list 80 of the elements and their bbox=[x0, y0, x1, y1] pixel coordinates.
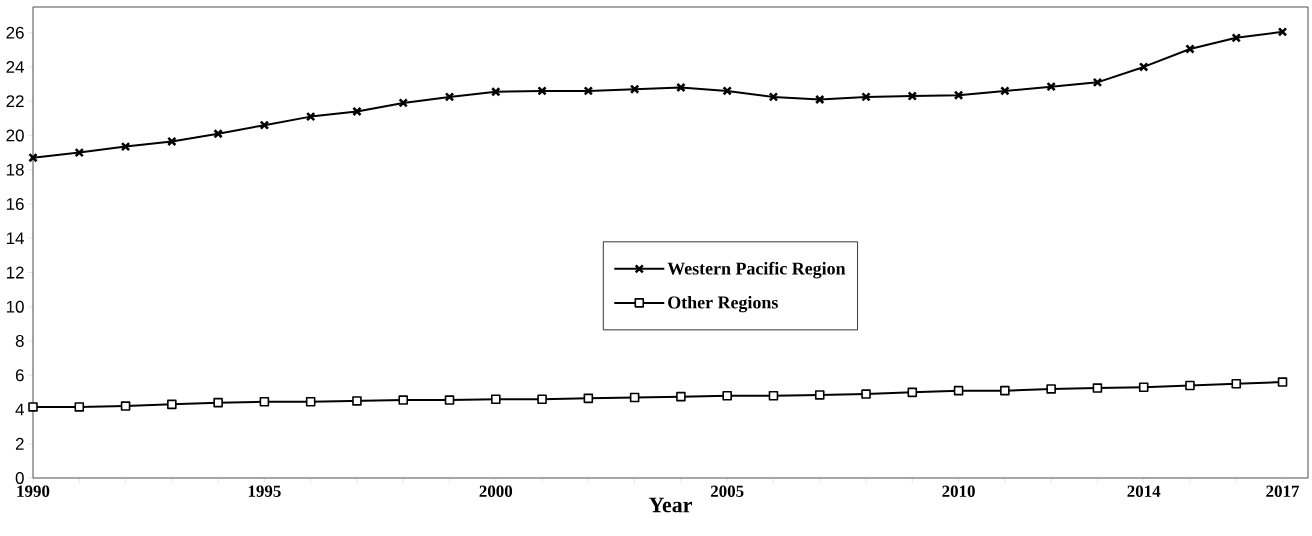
x-tick-label: 1990 bbox=[17, 485, 50, 497]
point bbox=[629, 392, 640, 403]
point bbox=[629, 84, 640, 95]
point bbox=[120, 401, 131, 411]
point bbox=[74, 402, 85, 412]
point bbox=[1185, 380, 1195, 391]
point bbox=[352, 106, 362, 117]
y-tick-label: 4 bbox=[15, 403, 24, 416]
point bbox=[676, 82, 686, 93]
point bbox=[1185, 44, 1195, 54]
point bbox=[305, 397, 316, 407]
y-tick-label: 16 bbox=[6, 197, 24, 210]
point bbox=[167, 399, 177, 410]
point bbox=[491, 394, 501, 404]
point bbox=[537, 394, 547, 404]
point bbox=[490, 86, 501, 97]
point bbox=[1231, 379, 1242, 389]
y-tick-label: 8 bbox=[15, 334, 24, 347]
y-tick-label: 20 bbox=[6, 129, 24, 142]
point bbox=[259, 397, 270, 407]
x-tick-label: 2017 bbox=[1266, 485, 1300, 497]
point bbox=[259, 120, 270, 130]
point bbox=[352, 396, 362, 406]
point bbox=[583, 86, 594, 96]
y-tick-label: 10 bbox=[6, 300, 24, 313]
y-tick-label: 26 bbox=[6, 26, 24, 39]
point bbox=[1000, 385, 1010, 396]
point bbox=[28, 152, 38, 163]
point bbox=[768, 92, 779, 102]
point bbox=[722, 391, 732, 401]
y-tick-label: 6 bbox=[15, 369, 24, 382]
point bbox=[213, 397, 223, 408]
point bbox=[28, 402, 38, 412]
point bbox=[398, 395, 409, 405]
point bbox=[768, 391, 779, 401]
point bbox=[167, 136, 177, 147]
legend-label: Other Regions bbox=[668, 295, 778, 313]
y-tick-label: 0 bbox=[15, 472, 24, 484]
point bbox=[398, 98, 409, 108]
y-tick-label: 2 bbox=[15, 437, 24, 450]
point bbox=[444, 92, 455, 102]
point bbox=[1046, 81, 1056, 92]
point bbox=[1277, 377, 1288, 387]
legend-label: Western Pacific Region bbox=[667, 261, 846, 279]
point bbox=[953, 385, 964, 396]
point bbox=[120, 141, 131, 152]
point bbox=[814, 94, 825, 105]
x-tick-label: 2000 bbox=[479, 485, 513, 497]
point bbox=[676, 391, 686, 402]
point bbox=[537, 86, 547, 96]
point bbox=[444, 395, 455, 405]
point bbox=[1000, 86, 1010, 96]
point bbox=[907, 91, 918, 101]
y-tick-label: 14 bbox=[6, 232, 24, 245]
point bbox=[814, 390, 825, 400]
point bbox=[861, 92, 871, 102]
point bbox=[1092, 77, 1103, 88]
point bbox=[907, 387, 918, 398]
point bbox=[722, 86, 733, 96]
x-tick-label: 2005 bbox=[710, 485, 744, 497]
point bbox=[1231, 33, 1242, 43]
y-tick-label: 22 bbox=[6, 95, 24, 108]
point bbox=[861, 389, 871, 399]
point bbox=[583, 393, 594, 404]
point bbox=[74, 147, 85, 158]
point bbox=[1277, 27, 1288, 37]
point bbox=[1046, 384, 1056, 394]
x-tick-label: 1995 bbox=[248, 485, 281, 497]
x-tick-label: 2014 bbox=[1127, 485, 1161, 497]
x-tick-label: 2010 bbox=[942, 485, 975, 497]
point bbox=[213, 128, 223, 139]
point bbox=[1138, 62, 1149, 72]
point bbox=[953, 90, 964, 101]
point bbox=[1092, 383, 1103, 393]
y-tick-label: 18 bbox=[6, 163, 24, 176]
point bbox=[1138, 382, 1149, 393]
y-tick-label: 12 bbox=[6, 266, 24, 279]
point bbox=[305, 111, 316, 122]
x-axis-title: Year bbox=[648, 497, 692, 513]
y-tick-label: 24 bbox=[6, 61, 24, 73]
